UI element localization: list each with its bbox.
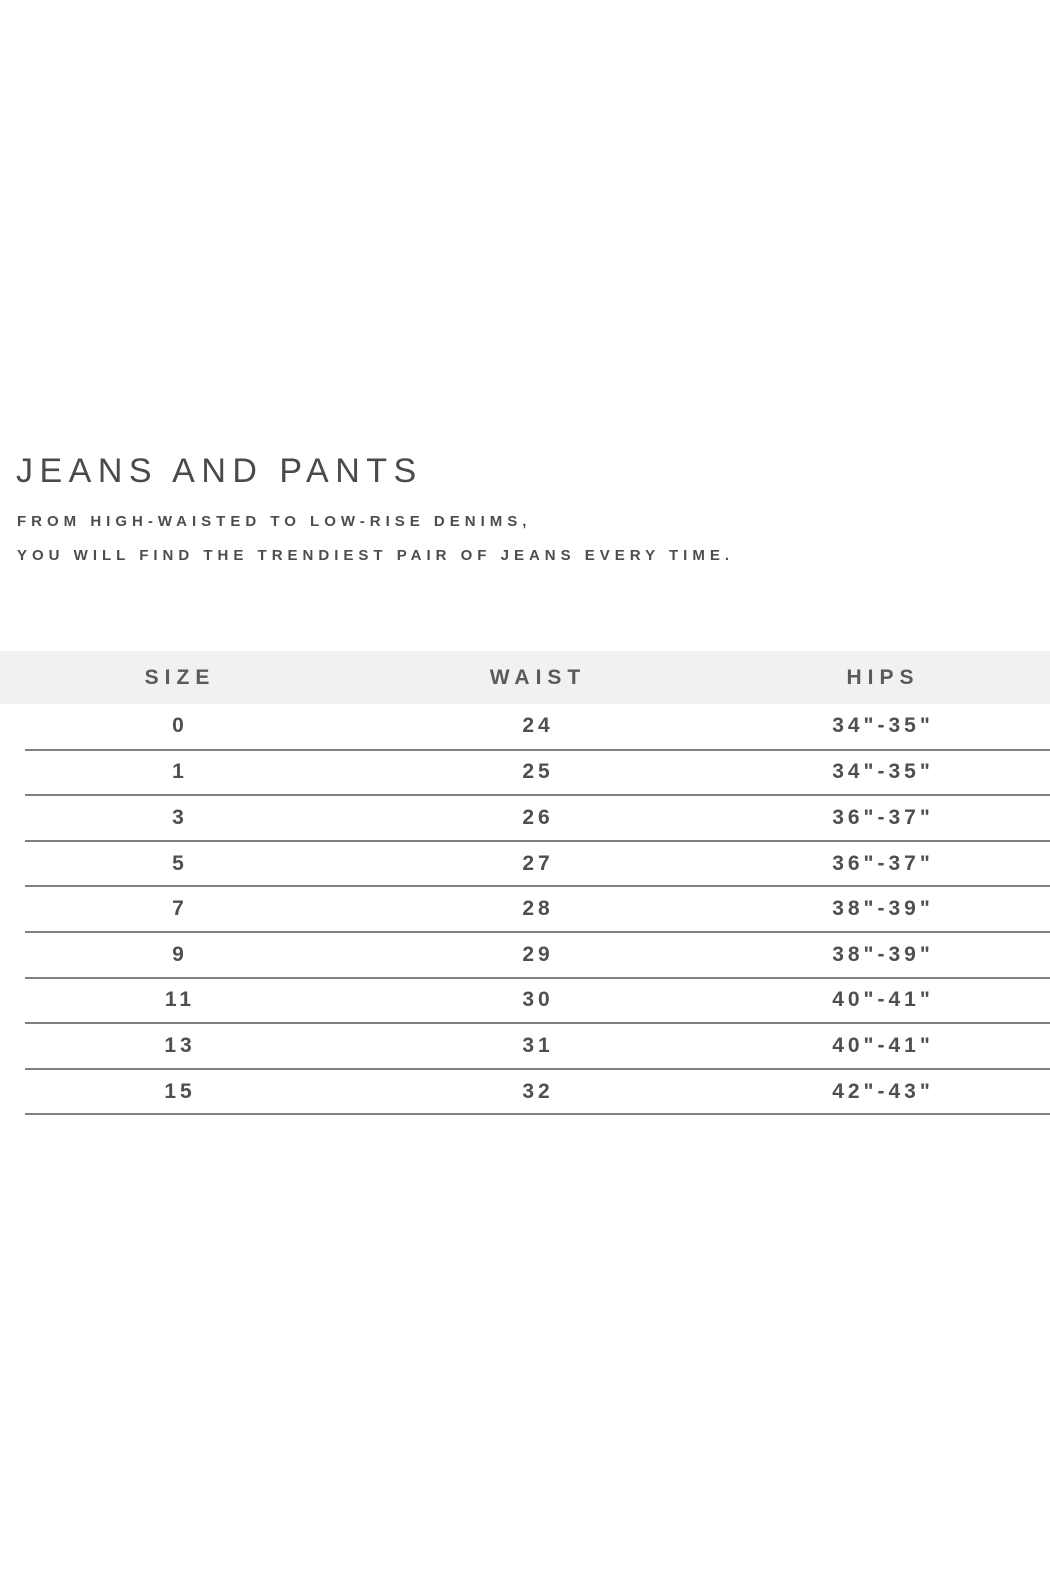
table-row: 9 29 38"-39" — [0, 931, 1050, 979]
cell-size: 9 — [0, 931, 360, 979]
table-row: 7 28 38"-39" — [0, 886, 1050, 933]
column-header-hips: HIPS — [716, 651, 1050, 704]
cell-hips: 36"-37" — [716, 840, 1050, 888]
cell-waist: 31 — [360, 1023, 716, 1070]
cell-size: 5 — [0, 840, 360, 888]
page-subtitle: FROM HIGH-WAISTED TO LOW-RISE DENIMS, YO… — [17, 505, 734, 573]
cell-size: 0 — [0, 704, 360, 751]
cell-size: 11 — [0, 977, 360, 1025]
decorative-line-mask — [0, 706, 25, 1136]
table-row: 13 31 40"-41" — [0, 1023, 1050, 1070]
cell-hips: 38"-39" — [716, 886, 1050, 933]
cell-size: 1 — [0, 749, 360, 797]
cell-waist: 28 — [360, 886, 716, 933]
header-row: SIZE WAIST HIPS — [0, 651, 1050, 704]
subtitle-line-1: FROM HIGH-WAISTED TO LOW-RISE DENIMS, — [17, 513, 532, 530]
page-title: JEANS AND PANTS — [16, 452, 423, 490]
cell-hips: 42"-43" — [716, 1068, 1050, 1116]
cell-size: 15 — [0, 1068, 360, 1116]
size-chart-header: SIZE WAIST HIPS — [0, 651, 1050, 704]
table-row: 11 30 40"-41" — [0, 977, 1050, 1025]
cell-size: 3 — [0, 795, 360, 842]
column-header-waist: WAIST — [360, 651, 716, 704]
subtitle-line-2: YOU WILL FIND THE TRENDIEST PAIR OF JEAN… — [17, 547, 734, 564]
column-header-size: SIZE — [0, 651, 360, 704]
cell-hips: 36"-37" — [716, 795, 1050, 842]
cell-waist: 24 — [360, 704, 716, 751]
cell-size: 13 — [0, 1023, 360, 1070]
size-chart-table: SIZE WAIST HIPS 0 24 34"-35" 1 25 34"-35… — [0, 651, 1050, 1116]
cell-waist: 30 — [360, 977, 716, 1025]
table-body: 0 24 34"-35" 1 25 34"-35" 3 26 36"-37" 5… — [0, 704, 1050, 1116]
cell-waist: 25 — [360, 749, 716, 797]
cell-waist: 27 — [360, 840, 716, 888]
cell-hips: 34"-35" — [716, 749, 1050, 797]
table-row: 0 24 34"-35" — [0, 704, 1050, 751]
cell-hips: 34"-35" — [716, 704, 1050, 751]
cell-hips: 40"-41" — [716, 1023, 1050, 1070]
cell-waist: 32 — [360, 1068, 716, 1116]
cell-hips: 40"-41" — [716, 977, 1050, 1025]
cell-size: 7 — [0, 886, 360, 933]
table-row: 15 32 42"-43" — [0, 1068, 1050, 1116]
table-row: 5 27 36"-37" — [0, 840, 1050, 888]
cell-waist: 29 — [360, 931, 716, 979]
table-row: 1 25 34"-35" — [0, 749, 1050, 797]
cell-waist: 26 — [360, 795, 716, 842]
cell-hips: 38"-39" — [716, 931, 1050, 979]
table-row: 3 26 36"-37" — [0, 795, 1050, 842]
